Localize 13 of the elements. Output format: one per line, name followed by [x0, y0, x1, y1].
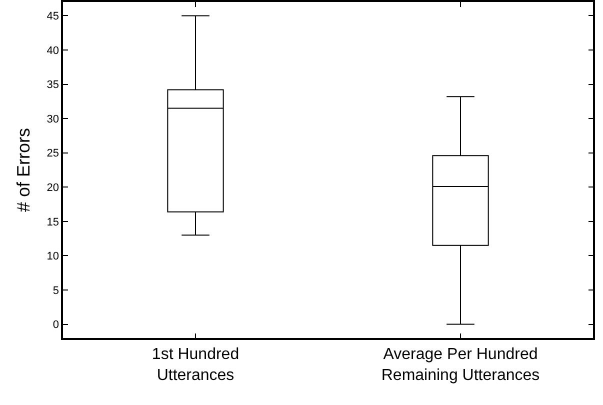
y-tick-label: 30	[46, 113, 60, 126]
x-tick-label: Average Per Hundred Remaining Utterances	[381, 346, 540, 384]
y-tick-label: 10	[46, 250, 60, 263]
y-tick-label: 5	[52, 284, 60, 297]
y-tick-label: 40	[46, 44, 60, 57]
y-tick-label: 0	[52, 319, 60, 332]
y-tick-label: 35	[46, 79, 60, 92]
y-tick-label: 15	[46, 216, 60, 228]
y-axis-title: # of Errors	[14, 128, 34, 212]
y-tick-label: 45	[46, 10, 60, 23]
y-tick-label: 20	[46, 182, 60, 194]
x-tick-label: 1st Hundred Utterances	[152, 346, 240, 384]
y-tick-label: 25	[46, 148, 60, 160]
